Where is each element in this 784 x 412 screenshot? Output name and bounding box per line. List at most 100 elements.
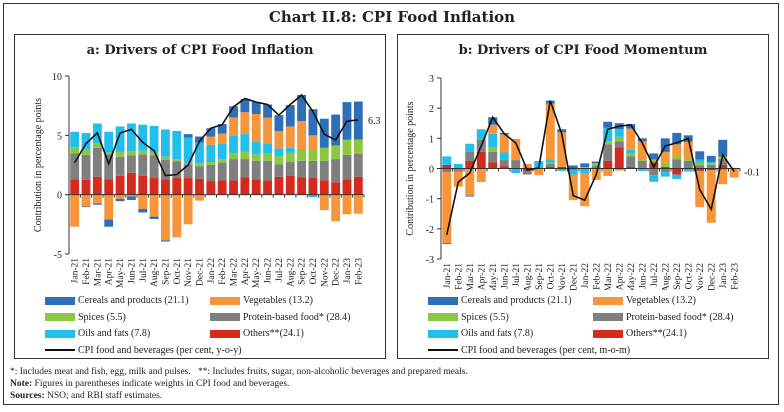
x-tick-label: Oct-22: [309, 258, 319, 285]
bar-protein: [511, 160, 521, 169]
y-axis-label: Contribution in percentage points: [405, 101, 416, 235]
bar-vegetables: [683, 141, 693, 159]
bar-vegetables: [614, 168, 624, 171]
bar-oils: [104, 131, 114, 153]
bar-vegetables: [251, 113, 261, 142]
bar-spices: [637, 159, 647, 161]
x-tick-label: Sep-22: [298, 258, 308, 285]
panel-a: a: Drivers of CPI Food Inflation -5 0 5 10 C…: [14, 34, 386, 359]
bar-oils: [206, 144, 216, 163]
bar-oils: [138, 124, 148, 151]
x-tick-label: May-22: [252, 258, 262, 288]
bar-oils: [660, 172, 670, 177]
bar-others: [92, 176, 102, 195]
bar-cereals: [649, 153, 659, 160]
bar-others: [557, 166, 567, 169]
y-tick-label: -1: [426, 195, 434, 206]
bar-cereals: [308, 109, 318, 136]
bar-vegetables: [729, 168, 739, 178]
x-tick-label: Apr-21: [477, 263, 487, 290]
x-tick-label: Feb-23: [730, 263, 740, 290]
bar-oils: [672, 174, 682, 180]
bar-vegetables: [637, 141, 647, 160]
bar-spices: [342, 140, 352, 155]
bar-oils: [115, 126, 125, 152]
bar-spices: [149, 152, 159, 156]
x-tick-label: Dec-22: [332, 258, 342, 286]
bar-vegetables: [718, 170, 728, 185]
x-tick-label: Dec-22: [707, 263, 717, 290]
x-tick-label: Mar-21: [466, 263, 476, 290]
x-tick-label: Feb-21: [454, 263, 464, 290]
legend-item-spices: Spices (5.5): [45, 312, 126, 323]
bar-protein: [206, 165, 216, 182]
bar-spices: [195, 163, 204, 167]
bar-protein: [81, 154, 91, 180]
x-tick-label: Oct-21: [546, 263, 556, 290]
bar-cereals: [488, 117, 498, 125]
bar-protein: [115, 156, 125, 176]
bar-vegetables: [308, 135, 318, 149]
x-tick-label: Jun-21: [127, 258, 137, 284]
y-tick-label: 5: [57, 131, 62, 142]
bar-others: [274, 176, 284, 195]
footnotes: *: Includes meat and fish, egg, milk and…: [10, 366, 468, 402]
x-tick-label: Nov-21: [184, 258, 194, 287]
bar-spices: [649, 159, 659, 163]
bar-others: [126, 172, 136, 195]
bar-cereals: [81, 206, 91, 208]
bar-spices: [263, 153, 272, 161]
x-tick-label: Jan-22: [207, 258, 217, 284]
x-tick-label: Oct-22: [684, 263, 694, 290]
bar-cereals: [263, 104, 272, 118]
bar-protein: [70, 153, 80, 180]
legend-swatch: [45, 329, 75, 338]
bar-others: [331, 182, 341, 195]
bar-vegetables: [568, 174, 578, 201]
legend-line-swatch: [428, 349, 458, 351]
legend-swatch: [593, 296, 623, 305]
y-tick-label: 2: [429, 104, 434, 115]
bar-protein: [195, 166, 204, 179]
bar-protein: [240, 159, 250, 178]
bar-spices: [660, 162, 670, 167]
bar-spices: [626, 153, 636, 157]
bar-others: [297, 177, 307, 195]
cpi-line: [445, 100, 735, 236]
bar-spices: [297, 149, 307, 161]
bar-others: [70, 179, 80, 195]
y-axis-label: Contribution in percentage points: [33, 98, 44, 232]
x-tick-label: Aug-21: [523, 263, 533, 290]
bar-spices: [580, 166, 590, 169]
bar-oils: [568, 170, 578, 175]
bar-cereals: [149, 216, 159, 219]
legend-item-vegetables: Vegetables (13.2): [593, 295, 696, 306]
bar-protein: [706, 164, 716, 169]
x-tick-label: Apr-21: [105, 258, 115, 285]
x-tick-label: Apr-22: [615, 263, 625, 290]
x-tick-label: Sep-22: [673, 263, 683, 290]
bar-protein: [488, 151, 498, 163]
x-tick-label: Nov-21: [558, 263, 568, 290]
bar-oils: [81, 132, 91, 150]
legend-label: Others**(24.1): [243, 328, 304, 339]
bar-oils: [442, 156, 452, 165]
legend-label: Others**(24.1): [626, 328, 687, 339]
bar-cereals: [126, 196, 136, 201]
legend-swatch: [45, 313, 75, 321]
bar-oils: [297, 148, 307, 150]
bar-cereals: [138, 208, 148, 213]
bar-vegetables: [476, 168, 486, 183]
bar-vegetables: [263, 117, 272, 144]
bar-cereals: [285, 105, 295, 127]
bar-protein: [660, 168, 670, 173]
bar-protein: [718, 158, 728, 165]
bar-spices: [104, 152, 114, 155]
bar-protein: [104, 154, 114, 180]
y-tick-label: 3: [429, 74, 434, 85]
chart-title: Chart II.8: CPI Food Inflation: [268, 8, 516, 26]
end-value-label: -0.1: [744, 168, 760, 179]
legend-swatch: [428, 329, 458, 338]
x-tick-label: Jun-22: [264, 258, 274, 284]
